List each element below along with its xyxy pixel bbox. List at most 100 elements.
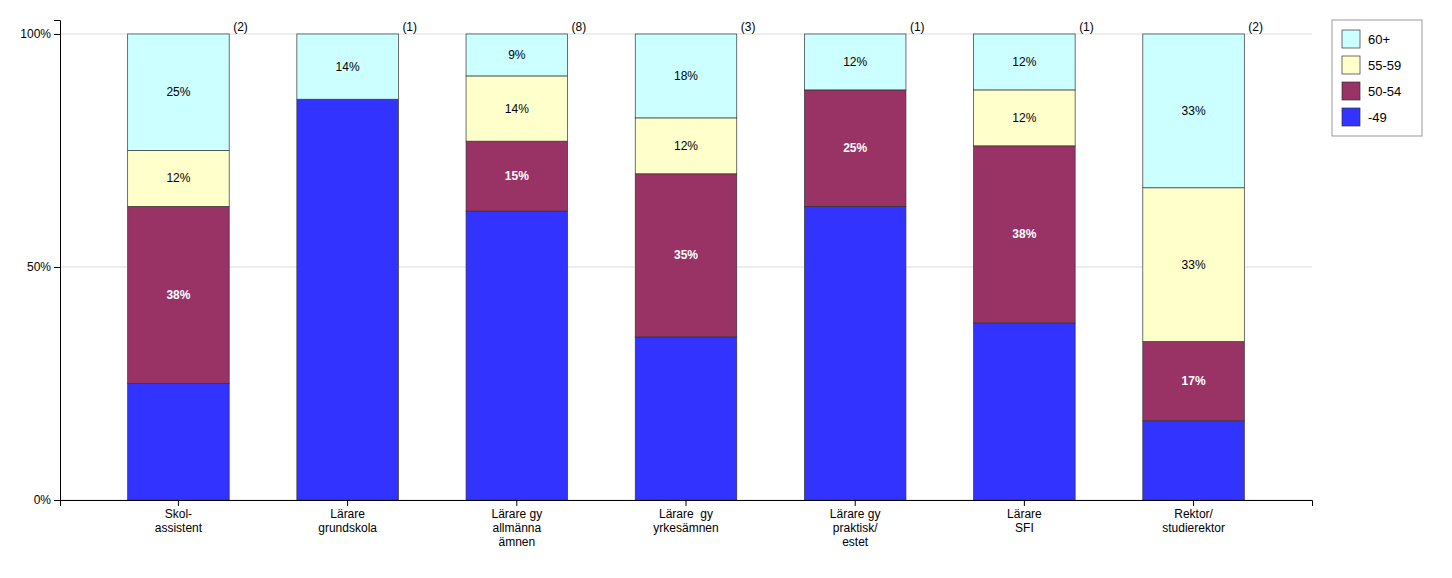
x-tick-label-line: praktisk/ <box>833 521 878 535</box>
bar-segment <box>297 34 399 99</box>
data-label: 12% <box>166 171 190 185</box>
bar-segment <box>297 99 399 500</box>
x-tick-label: Lärare gypraktisk/estet <box>830 507 881 550</box>
series <box>128 90 1245 421</box>
x-tick-label-line: Rektor/ <box>1174 507 1213 521</box>
legend-label: 50-54 <box>1368 84 1401 99</box>
bar-segment <box>635 34 737 118</box>
bar-segment <box>466 141 568 211</box>
y-tick: 100% <box>20 27 60 41</box>
legend-entry: 50-54 <box>1342 82 1401 100</box>
x-axis-line <box>61 501 1313 507</box>
bar-segment <box>466 34 568 76</box>
y-tick-label: 0% <box>34 493 52 507</box>
y-tick-mark <box>54 267 60 268</box>
x-tick-mark <box>1024 500 1025 506</box>
bar-segment <box>1143 421 1245 500</box>
bar-segment <box>804 34 906 90</box>
legend-label: -49 <box>1368 110 1387 125</box>
count-label: (1) <box>1079 20 1094 34</box>
x-tick-label: Lärare gyallmännaämnen <box>491 507 542 550</box>
count-label: (1) <box>910 20 925 34</box>
data-label: 33% <box>1182 258 1206 272</box>
data-label: 9% <box>508 48 526 62</box>
data-label: 25% <box>843 141 867 155</box>
x-tick: Lärare gypraktisk/estet <box>830 500 881 549</box>
x-tick-label: Rektor/studierektor <box>1162 507 1225 535</box>
x-tick-label-line: grundskola <box>318 521 377 535</box>
data-label: 35% <box>674 248 698 262</box>
x-tick: Lärare gyyrkesämnen <box>653 500 718 535</box>
x-tick: Läraregrundskola <box>318 500 377 535</box>
data-label: 14% <box>336 60 360 74</box>
chart: 38%15%35%25%38%17%12%14%12%12%33%25%14%9… <box>0 0 1452 578</box>
bar-segment <box>128 34 230 151</box>
bar-segment <box>1143 188 1245 342</box>
x-tick: Rektor/studierektor <box>1162 500 1225 535</box>
bar-segment <box>466 76 568 141</box>
legend-label: 60+ <box>1368 32 1390 47</box>
data-label: 18% <box>674 69 698 83</box>
data-label: 12% <box>1012 111 1036 125</box>
bar-segment <box>466 211 568 500</box>
count-label: (2) <box>1248 20 1263 34</box>
x-tick-mark <box>855 500 856 506</box>
x-tick-mark <box>1193 500 1194 506</box>
plot: 38%15%35%25%38%17%12%14%12%12%33%25%14%9… <box>20 20 1312 549</box>
x-tick-mark <box>347 500 348 506</box>
bar-segment <box>128 150 230 206</box>
count-label: (3) <box>741 20 756 34</box>
x-tick-label-line: Lärare gy <box>659 507 713 521</box>
data-label: 14% <box>505 102 529 116</box>
x-tick-label-line: Lärare <box>330 507 365 521</box>
bar-segment <box>1143 34 1245 188</box>
bar-segment <box>1143 342 1245 421</box>
y-tick: 50% <box>27 260 60 274</box>
y-tick: 0% <box>34 493 60 507</box>
x-tick-mark <box>686 500 687 506</box>
x-tick: Skol-assistent <box>155 500 203 535</box>
x-tick-label-line: SFI <box>1015 521 1034 535</box>
x-tick-label-line: allmänna <box>492 521 541 535</box>
data-label: 38% <box>1012 227 1036 241</box>
bar-segment <box>128 383 230 500</box>
bar-segment <box>974 90 1076 146</box>
bars <box>128 34 1245 500</box>
data-label: 38% <box>166 288 190 302</box>
x-tick-label: Skol-assistent <box>155 507 203 535</box>
x-axis: Skol-assistentLäraregrundskolaLärare gya… <box>61 500 1313 549</box>
data-label: 17% <box>1182 374 1206 388</box>
grid <box>60 34 1312 500</box>
x-tick-label-line: yrkesämnen <box>653 521 718 535</box>
x-tick-label-line: studierektor <box>1162 521 1225 535</box>
legend-swatch <box>1342 30 1360 48</box>
x-tick-label-line: assistent <box>155 521 203 535</box>
x-tick: Lärare gyallmännaämnen <box>491 500 542 549</box>
data-label: 12% <box>843 55 867 69</box>
data-label: 15% <box>505 169 529 183</box>
y-axis: 0% 50% 100% <box>20 21 60 508</box>
x-tick-label-line: ämnen <box>498 535 535 549</box>
y-tick-mark <box>54 34 60 35</box>
x-tick-label-line: Lärare gy <box>491 507 542 521</box>
count-label: (1) <box>402 20 417 34</box>
x-tick-mark <box>178 500 179 506</box>
x-tick-label: Läraregrundskola <box>318 507 377 535</box>
bar-segment <box>635 174 737 337</box>
count-label: (2) <box>233 20 248 34</box>
x-tick-label-line: Lärare gy <box>830 507 881 521</box>
legend-swatch <box>1342 56 1360 74</box>
x-tick-label-line: Skol- <box>165 507 192 521</box>
bar-segment <box>974 34 1076 90</box>
legend-swatch <box>1342 82 1360 100</box>
count-label: (8) <box>572 20 587 34</box>
y-axis-line <box>54 21 61 501</box>
x-tick-label-line: estet <box>842 535 869 549</box>
x-tick-label: LärareSFI <box>1007 507 1042 535</box>
legend-frame <box>1332 20 1422 136</box>
legend-swatch <box>1342 108 1360 126</box>
legend: 60+55-5950-54-49 <box>1332 20 1422 136</box>
x-tick-mark <box>516 500 517 506</box>
data-labels: 38%15%35%25%38%17%12%14%12%12%33%25%14%9… <box>166 20 1263 388</box>
series <box>128 99 1245 500</box>
